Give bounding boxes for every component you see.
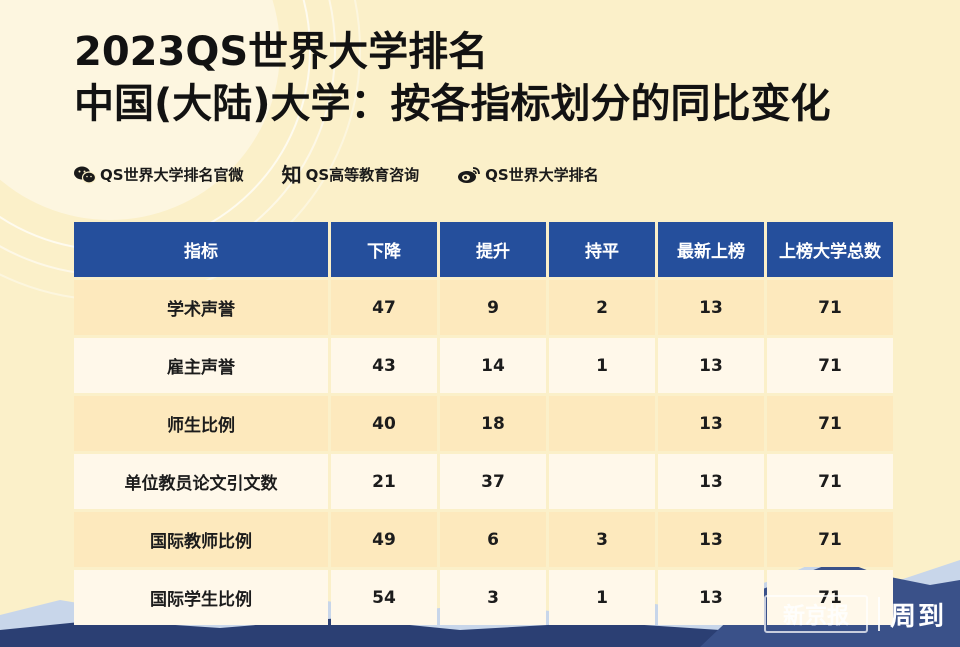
cell-rise: 14: [440, 338, 546, 393]
watermark: 新京报 周到: [763, 595, 946, 633]
table-row: 国际学生比例 54 3 1 13 71: [74, 570, 893, 625]
cell-decline: 49: [331, 512, 437, 567]
cell-decline: 21: [331, 454, 437, 509]
header-total: 上榜大学总数: [767, 222, 893, 277]
social-wechat: QS世界大学排名官微: [74, 164, 244, 185]
page-subtitle: 中国(大陆)大学：按各指标划分的同比变化: [74, 81, 831, 127]
cell-new-entries: 13: [658, 512, 764, 567]
cell-flat: [549, 396, 655, 451]
cell-rise: 6: [440, 512, 546, 567]
cell-decline: 54: [331, 570, 437, 625]
cell-decline: 43: [331, 338, 437, 393]
cell-flat: 1: [549, 338, 655, 393]
social-zhihu: 知 QS高等教育咨询: [282, 164, 420, 185]
cell-total: 71: [767, 454, 893, 509]
cell-total: 71: [767, 338, 893, 393]
weibo-icon: [457, 166, 481, 184]
title-block: 2023QS世界大学排名 中国(大陆)大学：按各指标划分的同比变化: [74, 28, 831, 128]
cell-total: 71: [767, 512, 893, 567]
header-decline: 下降: [331, 222, 437, 277]
cell-total: 71: [767, 396, 893, 451]
cell-rise: 3: [440, 570, 546, 625]
cell-flat: 3: [549, 512, 655, 567]
table-row: 雇主声誉 43 14 1 13 71: [74, 338, 893, 393]
table-header-row: 指标 下降 提升 持平 最新上榜 上榜大学总数: [74, 222, 893, 277]
header-indicator: 指标: [74, 222, 328, 277]
cell-total: 71: [767, 570, 893, 625]
header-rise: 提升: [440, 222, 546, 277]
wechat-icon: [74, 166, 96, 184]
cell-total: 71: [767, 280, 893, 335]
cell-rise: 18: [440, 396, 546, 451]
social-zhihu-label: QS高等教育咨询: [305, 166, 420, 184]
cell-new-entries: 13: [658, 454, 764, 509]
cell-rise: 9: [440, 280, 546, 335]
cell-new-entries: 13: [658, 396, 764, 451]
watermark-logo: 新京报: [763, 595, 868, 633]
social-weibo-label: QS世界大学排名: [485, 166, 599, 184]
table-row: 国际教师比例 49 6 3 13 71: [74, 512, 893, 567]
watermark-divider: [877, 597, 880, 631]
zhihu-icon: 知: [281, 162, 302, 187]
header-flat: 持平: [549, 222, 655, 277]
watermark-text: 周到: [889, 601, 946, 632]
header-new-entries: 最新上榜: [658, 222, 764, 277]
cell-indicator: 国际学生比例: [74, 570, 328, 625]
table-row: 学术声誉 47 9 2 13 71: [74, 280, 893, 335]
cell-flat: [549, 454, 655, 509]
cell-new-entries: 13: [658, 338, 764, 393]
cell-decline: 40: [331, 396, 437, 451]
cell-flat: 2: [549, 280, 655, 335]
cell-indicator: 学术声誉: [74, 280, 328, 335]
cell-indicator: 师生比例: [74, 396, 328, 451]
ranking-table: 指标 下降 提升 持平 最新上榜 上榜大学总数 学术声誉 47 9 2 13 7…: [71, 219, 896, 628]
social-weibo: QS世界大学排名: [457, 164, 599, 185]
cell-indicator: 雇主声誉: [74, 338, 328, 393]
cell-indicator: 单位教员论文引文数: [74, 454, 328, 509]
table-row: 师生比例 40 18 13 71: [74, 396, 893, 451]
social-accounts: QS世界大学排名官微 知 QS高等教育咨询 QS世界大学排名: [74, 164, 599, 185]
cell-rise: 37: [440, 454, 546, 509]
page-title: 2023QS世界大学排名: [74, 29, 489, 75]
cell-indicator: 国际教师比例: [74, 512, 328, 567]
social-wechat-label: QS世界大学排名官微: [100, 166, 244, 184]
table-row: 单位教员论文引文数 21 37 13 71: [74, 454, 893, 509]
cell-flat: 1: [549, 570, 655, 625]
cell-new-entries: 13: [658, 570, 764, 625]
cell-new-entries: 13: [658, 280, 764, 335]
cell-decline: 47: [331, 280, 437, 335]
